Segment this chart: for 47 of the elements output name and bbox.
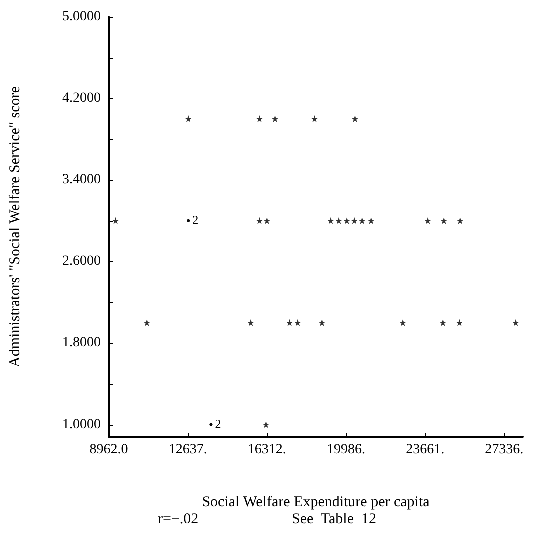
point — [210, 423, 213, 426]
x-tick-label: 23661. — [406, 442, 445, 458]
point — [358, 217, 366, 224]
point — [318, 319, 326, 326]
y-tick-label: 1.8000 — [62, 336, 101, 351]
point — [327, 217, 334, 224]
annotation: 2 — [192, 212, 199, 227]
point — [112, 217, 120, 224]
y-tick-label: 4.2000 — [62, 91, 101, 106]
point — [187, 219, 190, 222]
point — [144, 319, 151, 326]
point — [440, 319, 447, 326]
point — [344, 217, 351, 224]
point — [256, 115, 264, 122]
y-tick-label: 1.0000 — [62, 417, 101, 432]
x-tick-label: 27336. — [485, 442, 524, 458]
x-axis-title: Social Welfare Expenditure per capita — [202, 494, 430, 510]
point — [368, 217, 375, 224]
x-tick-label: 8962.0 — [90, 442, 128, 458]
point — [247, 319, 254, 326]
point — [512, 319, 520, 326]
point — [286, 319, 294, 326]
y-tick-label: 3.4000 — [62, 172, 101, 188]
point — [351, 217, 358, 224]
point — [256, 217, 264, 224]
point — [456, 217, 464, 224]
point — [185, 115, 192, 122]
point — [456, 319, 464, 326]
y-axis-title: Administrators' "Social Welfare Service" score — [8, 86, 24, 368]
point — [311, 115, 318, 122]
point — [294, 319, 302, 326]
x-tick-label: 19986. — [326, 442, 366, 458]
y-tick-label: 5.0000 — [62, 10, 101, 24]
annotation: 2 — [215, 416, 222, 431]
y-tick-label: 2.6000 — [62, 254, 101, 270]
point — [272, 115, 279, 122]
point — [440, 217, 448, 224]
point — [400, 319, 407, 326]
point — [336, 217, 343, 224]
text: See Table 12 — [292, 512, 376, 528]
point — [424, 217, 432, 224]
x-tick-label: 16312. — [248, 442, 286, 458]
text: r=−.02 — [158, 512, 199, 528]
point — [262, 421, 270, 428]
point — [352, 115, 359, 122]
x-tick-label: 12637. — [168, 442, 208, 458]
point — [264, 217, 271, 224]
